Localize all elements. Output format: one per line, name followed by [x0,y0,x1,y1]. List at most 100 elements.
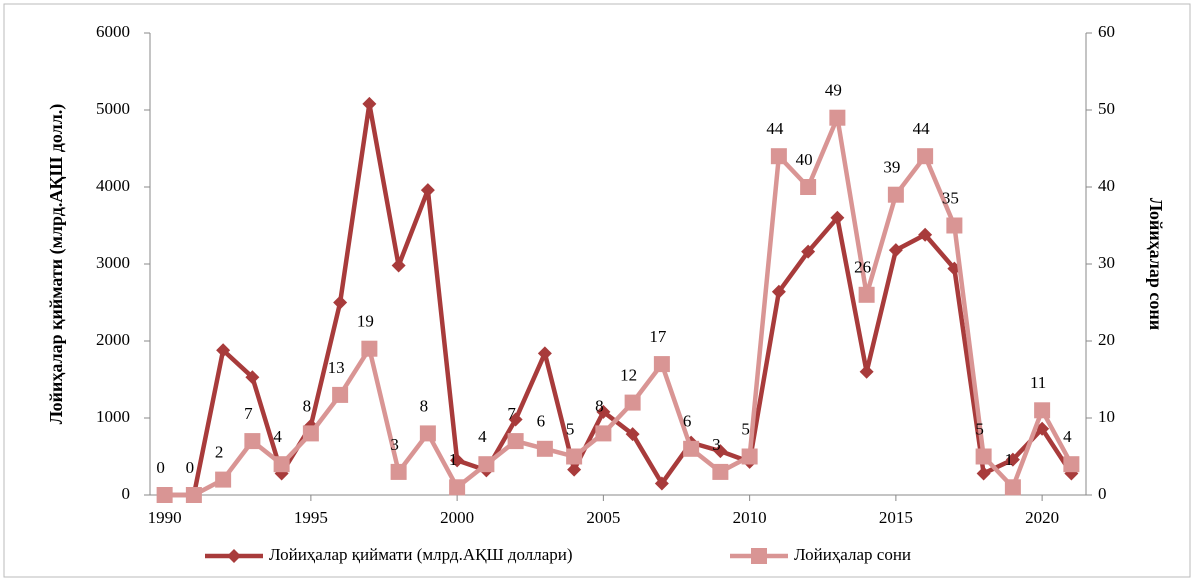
data-label: 4 [273,427,282,446]
series-marker [449,479,466,496]
series-marker [858,286,875,303]
series-marker [770,148,787,165]
series-marker [536,440,553,457]
series-marker [273,456,290,473]
series-marker [801,244,816,259]
series-marker [390,463,407,480]
data-label: 1 [449,450,458,469]
series-marker [567,462,582,477]
series-marker [888,243,903,258]
y2-tick-label: 0 [1098,484,1107,503]
y-tick-label: 6000 [96,22,130,41]
series-marker [391,258,406,273]
x-tick-label: 1995 [294,508,328,527]
series-marker [478,456,495,473]
data-label: 11 [1030,373,1046,392]
x-tick-label: 2015 [879,508,913,527]
data-label: 13 [328,358,345,377]
data-label: 4 [1063,427,1072,446]
series-marker [420,183,435,198]
data-label: 7 [507,404,516,423]
y-axis-title: Лойиҳалар қиймати (млрд.АҚШ долл.) [46,104,67,425]
y2-tick-label: 50 [1098,99,1115,118]
series-marker [595,425,612,442]
data-label: 0 [156,458,165,477]
series-marker [946,217,963,234]
y-tick-label: 3000 [96,253,130,272]
y2-tick-label: 20 [1098,330,1115,349]
series-marker [215,471,232,488]
series-marker [625,427,640,442]
data-label: 1 [1005,450,1014,469]
data-label: 3 [390,435,399,454]
data-label: 49 [825,81,842,100]
data-label: 19 [357,312,374,331]
data-label: 0 [186,458,195,477]
series-marker [653,356,670,373]
series-marker [830,210,845,225]
y-tick-label: 5000 [96,99,130,118]
data-label: 5 [566,419,575,438]
series-marker [537,346,552,361]
series-marker [712,463,729,480]
x-tick-label: 1990 [148,508,182,527]
series-marker [1034,402,1051,419]
series-marker [859,364,874,379]
series-marker [887,186,904,203]
series-marker [362,96,377,111]
y-tick-label: 0 [122,484,131,503]
series-marker [624,394,641,411]
series-marker [976,466,991,481]
series-marker [566,448,583,465]
data-label: 7 [244,404,253,423]
series-marker [918,227,933,242]
y-tick-label: 1000 [96,407,130,426]
series-marker [333,295,348,310]
data-label: 2 [215,443,224,462]
series-marker [829,109,846,126]
data-label: 6 [537,412,546,431]
y2-axis-title: Лойиҳалар сони [1146,198,1166,330]
series-marker [450,453,465,468]
y2-tick-label: 10 [1098,407,1115,426]
series-marker [332,386,349,403]
data-label: 17 [649,327,667,346]
data-label: 8 [420,396,429,415]
series-marker [508,412,523,427]
legend-label: Лойиҳалар сони [794,545,911,564]
series-marker [800,179,817,195]
series-marker [419,425,436,442]
data-label: 5 [975,419,984,438]
series-marker [245,370,260,385]
x-tick-label: 2005 [586,508,620,527]
series-marker [185,487,202,503]
y2-tick-label: 30 [1098,253,1115,272]
x-tick-label: 2020 [1025,508,1059,527]
series-marker [507,433,524,450]
series-marker [683,440,700,457]
series-marker [596,404,611,419]
y2-tick-label: 60 [1098,22,1115,41]
data-label: 3 [712,435,721,454]
data-label: 26 [854,258,871,277]
series-marker [244,433,261,450]
legend-swatch-marker [227,549,241,563]
series-marker [361,340,378,357]
legend-label: Лойиҳалар қиймати (млрд.АҚШ доллари) [269,545,573,564]
series-marker [917,148,934,165]
series-marker [741,448,758,465]
chart-border [3,3,1191,578]
x-tick-label: 2000 [440,508,474,527]
data-label: 12 [620,366,637,385]
data-label: 6 [683,412,692,431]
data-label: 5 [741,419,750,438]
series-marker [771,284,786,299]
series-line [164,101,1074,498]
series-marker [302,425,319,442]
data-label: 8 [595,396,604,415]
series-marker [1004,479,1021,496]
y2-tick-label: 40 [1098,176,1115,195]
data-label: 8 [303,396,312,415]
legend-swatch-marker [751,548,767,564]
